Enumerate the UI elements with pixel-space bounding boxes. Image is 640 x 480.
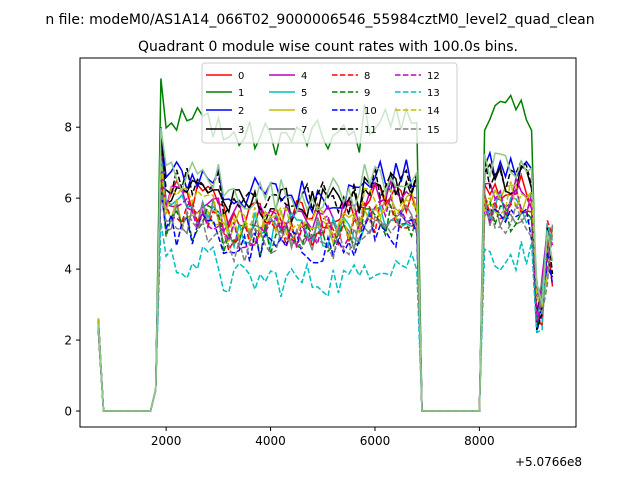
legend-label-11: 11 [364,125,377,136]
legend-label-7: 7 [301,125,307,136]
suptitle: n file: modeM0/AS1A14_066T02_9000006546_… [45,12,594,28]
legend-label-15: 15 [427,125,440,136]
y-tick-label: 8 [64,121,72,135]
legend-label-6: 6 [301,106,307,117]
legend-label-1: 1 [238,88,244,99]
series-line-8 [97,178,554,412]
y-tick-label: 0 [64,405,72,419]
x-tick-label: 6000 [360,434,391,448]
y-tick-label: 4 [64,263,72,277]
legend-label-10: 10 [364,106,377,117]
legend-label-3: 3 [238,125,244,136]
legend-box [201,62,458,144]
legend-label-4: 4 [301,71,307,82]
plot-lines [97,78,554,412]
series-line-extra-0 [97,127,554,412]
y-axis: 0 2 4 6 8 [64,121,80,419]
legend-label-12: 12 [427,71,440,82]
y-tick-label: 6 [64,192,72,206]
legend-label-14: 14 [427,106,440,117]
chart-title: Quadrant 0 module wise count rates with … [138,39,518,55]
legend-label-0: 0 [238,71,244,82]
legend-label-9: 9 [364,88,370,99]
x-tick-label: 4000 [255,434,286,448]
legend-label-8: 8 [364,71,370,82]
x-tick-label: 2000 [151,434,182,448]
y-tick-label: 2 [64,334,72,348]
x-axis: 2000 4000 6000 8000 [151,427,495,448]
plot-frame [79,57,577,428]
legend-label-13: 13 [427,88,440,99]
x-tick-label: 8000 [464,434,495,448]
legend-label-2: 2 [238,106,244,117]
x-offset-label: +5.0766e8 [515,455,582,469]
legend-label-5: 5 [301,88,307,99]
